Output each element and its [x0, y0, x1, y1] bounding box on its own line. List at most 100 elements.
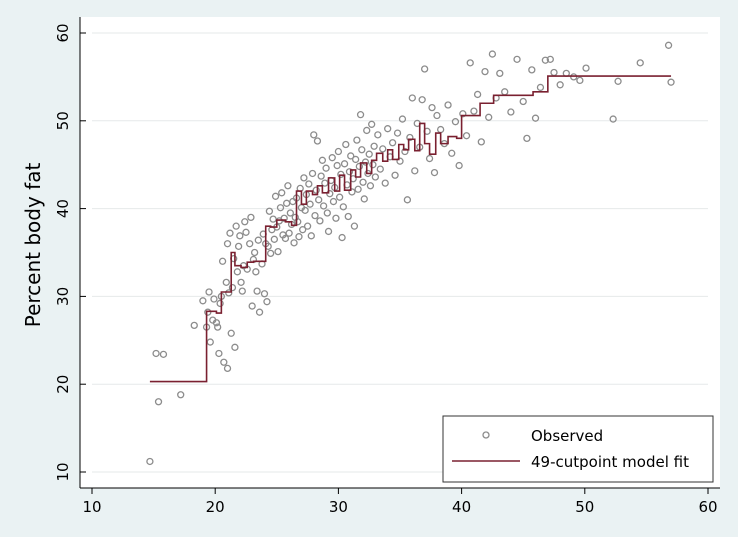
observed-point: [265, 207, 274, 215]
observed-point: [340, 160, 349, 168]
observed-point: [519, 97, 527, 106]
observed-point: [223, 240, 232, 248]
observed-point: [237, 278, 245, 287]
observed-point: [222, 278, 230, 287]
observed-point: [470, 107, 478, 115]
observed-point: [295, 233, 303, 241]
observed-point: [294, 218, 302, 226]
fit-line: [149, 75, 672, 383]
observed-point: [353, 136, 361, 144]
observed-point: [381, 179, 389, 187]
observed-point: [428, 103, 436, 112]
observed-point: [199, 297, 207, 305]
observed-point: [363, 126, 371, 135]
observed-point: [310, 131, 318, 139]
observed-point: [379, 145, 387, 153]
observed-point: [266, 249, 275, 258]
observed-point: [215, 349, 223, 358]
observed-point: [411, 167, 419, 175]
observed-point: [444, 101, 452, 109]
observed-point: [513, 55, 521, 63]
observed-point: [345, 168, 354, 176]
observed-point: [316, 217, 324, 225]
observed-point: [418, 96, 426, 104]
observed-point: [285, 229, 293, 237]
observed-point: [451, 118, 460, 126]
observed-point: [313, 137, 322, 145]
observed-point: [146, 457, 154, 466]
observed-point: [376, 165, 384, 173]
observed-point: [218, 257, 227, 265]
observed-point: [322, 164, 330, 172]
observed-point: [448, 149, 456, 157]
observed-point: [430, 168, 439, 177]
observed-point: [205, 288, 213, 296]
observed-point: [338, 233, 346, 242]
y-tick-label-2: 30: [54, 287, 72, 306]
observed-point: [253, 287, 261, 295]
observed-point: [278, 189, 286, 197]
observed-point: [401, 147, 409, 156]
observed-point: [370, 142, 378, 150]
y-tick-label-4: 50: [54, 111, 72, 130]
legend-box: [442, 415, 714, 483]
observed-point: [308, 169, 317, 178]
observed-point: [636, 59, 644, 67]
observed-point: [365, 150, 373, 158]
observed-point: [248, 302, 256, 310]
observed-point: [488, 50, 497, 58]
observed-point: [227, 329, 235, 337]
observed-point: [348, 188, 356, 196]
observed-point: [252, 268, 260, 276]
observed-point: [329, 197, 338, 206]
observed-point: [335, 193, 344, 201]
observed-point: [216, 299, 224, 308]
observed-point: [276, 204, 285, 212]
observed-point: [271, 192, 280, 200]
observed-point: [466, 59, 474, 67]
observed-point: [556, 81, 564, 89]
y-tick-label-3: 40: [54, 199, 72, 218]
observed-point: [233, 268, 242, 276]
legend-marker-observed: [482, 431, 490, 439]
observed-point: [305, 180, 313, 188]
observed-point: [374, 131, 382, 139]
observed-point: [459, 110, 467, 118]
observed-point: [254, 236, 262, 244]
observed-point: [406, 133, 414, 142]
observed-point: [242, 228, 250, 236]
observed-point: [388, 139, 397, 147]
observed-point: [228, 283, 237, 292]
observed-point: [576, 76, 584, 85]
observed-point: [344, 212, 352, 221]
observed-point: [359, 178, 367, 186]
observed-point: [507, 108, 515, 116]
observed-point: [528, 66, 536, 74]
observed-point: [398, 115, 407, 123]
observed-point: [232, 222, 240, 230]
observed-point: [455, 161, 463, 170]
observed-point: [247, 213, 255, 222]
observed-point: [358, 146, 366, 154]
observed-point: [546, 55, 554, 63]
x-tick-label-2: 30: [329, 498, 348, 516]
observed-point: [667, 78, 675, 86]
observed-point: [255, 308, 264, 316]
observed-point: [231, 343, 239, 351]
observed-point: [236, 232, 244, 240]
observed-point: [226, 229, 234, 237]
observed-point: [523, 134, 531, 143]
observed-point: [541, 56, 550, 64]
observed-point: [354, 185, 362, 193]
observed-point: [154, 398, 163, 406]
axes: 10 20 30 40 50 60 10 20 30 40 50 60: [54, 17, 720, 516]
observed-point: [220, 358, 228, 366]
x-tick-label-0: 10: [82, 498, 101, 516]
legend: Observed 49-cutpoint model fit: [442, 415, 714, 483]
observed-point: [225, 289, 233, 297]
observed-point: [212, 319, 221, 327]
observed-point: [333, 161, 341, 170]
observed-point: [366, 182, 375, 190]
observed-point: [531, 114, 540, 122]
observed-point: [311, 211, 319, 220]
